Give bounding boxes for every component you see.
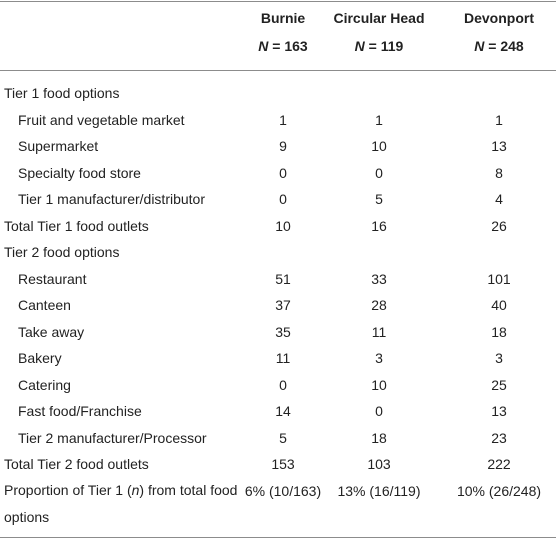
label-part: ) from total food options xyxy=(4,482,238,525)
column-n: N = 163 xyxy=(223,36,343,56)
cell-value: 153 xyxy=(271,456,295,472)
header-rule xyxy=(0,70,556,71)
cell-value: 51 xyxy=(275,270,291,287)
cell-value: 14 xyxy=(275,403,291,419)
cell-value: 4 xyxy=(495,191,503,207)
n-value: = 163 xyxy=(272,38,308,54)
cell-value: 33 xyxy=(371,270,387,287)
label-part: n xyxy=(131,482,140,498)
column-n: N = 119 xyxy=(319,36,439,56)
row-label: Specialty food store xyxy=(18,164,141,181)
cell-value: 23 xyxy=(491,429,507,446)
total-label: Total Tier 1 food outlets xyxy=(4,217,149,234)
row-label: Take away xyxy=(18,323,85,340)
top-rule xyxy=(0,1,556,2)
cell-value: 9 xyxy=(279,138,287,154)
cell-value: 10 xyxy=(371,138,387,154)
cell-value: 28 xyxy=(371,297,387,313)
cell-value: 8 xyxy=(495,164,503,181)
n-value: = 119 xyxy=(368,38,404,54)
cell-value: 18 xyxy=(491,323,507,340)
cell-value: 6% (10/163) xyxy=(244,482,322,499)
row-label: Fast food/Franchise xyxy=(18,403,142,419)
cell-value: 18 xyxy=(371,429,387,446)
cell-value: 5 xyxy=(279,429,287,446)
row-label: Supermarket xyxy=(18,138,99,154)
cell-value: 37 xyxy=(275,297,291,313)
cell-value: 1 xyxy=(375,111,383,128)
cell-value: 3 xyxy=(495,350,503,366)
cell-value: 13 xyxy=(491,138,507,154)
cell-value: 11 xyxy=(371,323,387,340)
proportion-label: Proportion of Tier 1 (n) from total food… xyxy=(4,477,244,531)
cell-value: 25 xyxy=(491,376,507,393)
n-symbol: N xyxy=(474,38,485,54)
row-label: Canteen xyxy=(18,297,71,313)
cell-value: 222 xyxy=(487,456,511,472)
column-header: Devonport xyxy=(464,10,534,26)
cell-value: 0 xyxy=(279,164,287,181)
cell-value: 40 xyxy=(491,297,507,313)
n-symbol: N xyxy=(258,38,269,54)
n-value: = 248 xyxy=(488,38,524,54)
cell-value: 103 xyxy=(367,456,391,472)
bottom-rule xyxy=(0,537,556,538)
n-symbol: N xyxy=(354,38,365,54)
cell-value: 0 xyxy=(375,164,383,181)
row-label: Tier 1 manufacturer/distributor xyxy=(18,191,205,207)
section-title: Tier 1 food options xyxy=(4,85,120,101)
cell-value: 13% (16/119) xyxy=(337,482,421,499)
cell-value: 35 xyxy=(275,323,291,340)
cell-value: 3 xyxy=(375,350,383,366)
cell-value: 0 xyxy=(279,376,287,393)
cell-value: 10 xyxy=(371,376,387,393)
row-label: Bakery xyxy=(18,350,62,366)
cell-value: 13 xyxy=(491,403,507,419)
cell-value: 10 xyxy=(275,217,291,234)
column-n: N = 248 xyxy=(439,36,556,56)
cell-value: 5 xyxy=(375,191,383,207)
cell-value: 10% (26/248) xyxy=(456,482,542,499)
cell-value: 1 xyxy=(495,111,503,128)
column-header: Circular Head xyxy=(333,10,425,26)
total-label: Total Tier 2 food outlets xyxy=(4,456,149,472)
section-title: Tier 2 food options xyxy=(4,244,120,260)
cell-value: 16 xyxy=(371,217,387,234)
cell-value: 0 xyxy=(279,191,287,207)
row-label: Catering xyxy=(18,376,71,393)
cell-value: 0 xyxy=(375,403,383,419)
row-label: Fruit and vegetable market xyxy=(18,111,185,128)
cell-value: 1 xyxy=(279,111,287,128)
cell-value: 26 xyxy=(491,217,507,234)
cell-value: 101 xyxy=(487,270,511,287)
row-label: Restaurant xyxy=(18,270,87,287)
row-label: Tier 2 manufacturer/Processor xyxy=(18,429,207,446)
column-header: Burnie xyxy=(260,10,306,26)
cell-value: 11 xyxy=(275,350,291,366)
label-part: Proportion of Tier 1 ( xyxy=(4,482,132,498)
